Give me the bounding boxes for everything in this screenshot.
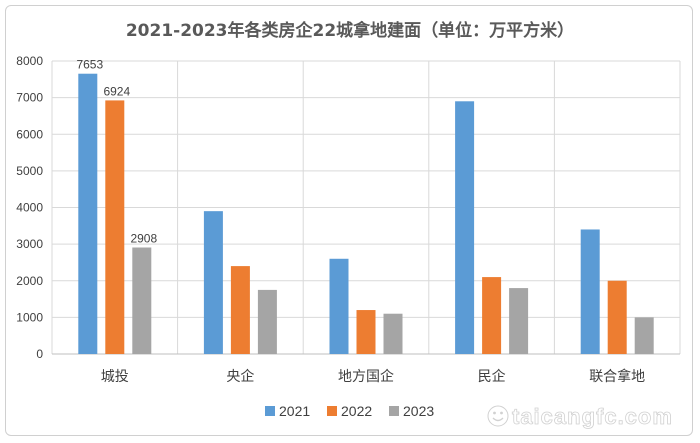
bar-2023-0 <box>132 247 152 354</box>
y-tick-label: 5000 <box>16 164 43 178</box>
bar-2023-1 <box>257 289 277 354</box>
y-tick-label: 8000 <box>16 54 43 68</box>
legend-label: 2022 <box>341 403 372 419</box>
bar-2023-2 <box>383 313 403 354</box>
bar-layer <box>78 73 654 355</box>
data-label: 2908 <box>130 231 157 245</box>
legend-label: 2023 <box>403 403 434 419</box>
bar-2021-4 <box>580 229 600 354</box>
data-label: 7653 <box>76 58 103 72</box>
bar-2022-2 <box>356 310 376 354</box>
bar-2021-1 <box>203 211 223 354</box>
bar-2021-3 <box>455 101 475 354</box>
bar-2022-4 <box>607 280 627 354</box>
data-label: 6924 <box>103 84 130 98</box>
x-category-label: 央企 <box>226 368 254 385</box>
chart-title: 2021-2023年各类房企22城拿地建面（单位：万平方米） <box>126 20 574 41</box>
bar-2022-0 <box>105 100 125 354</box>
x-category-label: 联合拿地 <box>589 368 645 385</box>
y-tick-label: 4000 <box>16 201 43 215</box>
x-category-label: 城投 <box>101 369 129 385</box>
y-tick-label: 0 <box>36 347 43 361</box>
y-tick-label: 6000 <box>16 127 43 141</box>
legend-swatch-2021 <box>265 406 275 416</box>
y-tick-label: 3000 <box>16 237 43 251</box>
bar-2021-0 <box>78 73 98 355</box>
watermark-text: taicangfc.com <box>512 404 673 429</box>
bar-2021-2 <box>329 258 349 354</box>
legend-swatch-2022 <box>327 406 337 416</box>
watermark: taicangfc.com <box>487 404 673 429</box>
y-tick-label: 7000 <box>16 91 43 105</box>
bar-2023-3 <box>509 288 529 354</box>
x-category-label: 地方国企 <box>338 368 394 385</box>
x-category-label: 民企 <box>478 368 506 385</box>
y-tick-label: 1000 <box>16 310 43 324</box>
bar-2022-3 <box>482 277 502 354</box>
y-tick-label: 2000 <box>16 274 43 288</box>
legend-label: 2021 <box>279 403 310 419</box>
legend-swatch-2023 <box>389 406 399 416</box>
smiley-icon <box>487 405 509 427</box>
bar-2022-1 <box>230 266 250 354</box>
bar-2023-4 <box>634 317 654 354</box>
legend: 2021 2022 2023 <box>265 403 434 419</box>
